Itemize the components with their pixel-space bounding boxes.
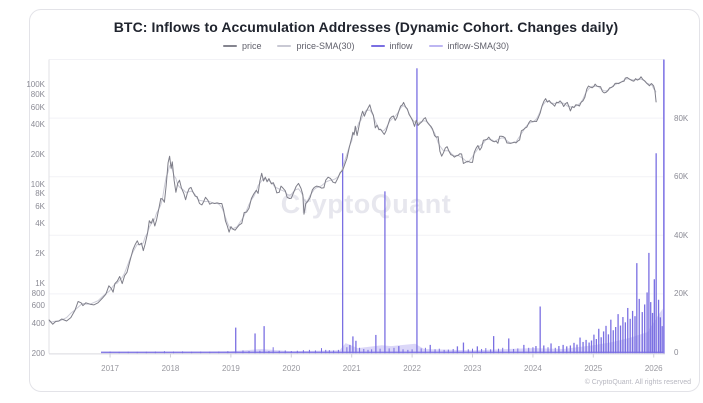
- legend-label: inflow: [389, 41, 413, 51]
- copyright-text: © CryptoQuant. All rights reserved: [584, 379, 691, 386]
- y-left-tick-600: 600: [31, 301, 45, 311]
- x-tick-2018: 2018: [161, 364, 180, 373]
- x-tick-2023: 2023: [463, 364, 482, 373]
- x-tick-2024: 2024: [524, 364, 542, 373]
- y-left-tick-6K: 6K: [35, 201, 45, 211]
- y-left-tick-10K: 10K: [30, 179, 45, 189]
- price-sma-line-dash-icon: [277, 45, 292, 47]
- y-right-tick-40K: 40K: [674, 230, 689, 240]
- cryptoquant-watermark: CryptoQuant: [280, 189, 452, 219]
- legend-item-inflow[interactable]: inflow: [370, 41, 413, 51]
- y-left-tick-800: 800: [31, 288, 45, 298]
- y-right-tick-0: 0: [674, 348, 679, 357]
- y-left-tick-100K: 100K: [26, 80, 45, 90]
- legend-label: inflow-SMA(30): [447, 41, 510, 51]
- chart-legend: price price-SMA(30) inflow inflow-SMA(30…: [30, 41, 702, 51]
- x-tick-2026: 2026: [644, 364, 663, 373]
- y-right-tick-60K: 60K: [674, 172, 689, 182]
- y-right-tick-80K: 80K: [674, 113, 689, 123]
- y-right-tick-20K: 20K: [674, 289, 689, 299]
- y-left-tick-2K: 2K: [35, 249, 45, 259]
- x-tick-2022: 2022: [403, 364, 421, 373]
- inflow-sma-line-dash-icon: [428, 45, 443, 47]
- y-left-tick-4K: 4K: [35, 219, 45, 229]
- legend-item-price-sma[interactable]: price-SMA(30): [277, 41, 355, 51]
- y-left-tick-400: 400: [31, 318, 45, 328]
- x-tick-2025: 2025: [584, 364, 603, 373]
- y-left-tick-60K: 60K: [30, 102, 45, 112]
- legend-label: price-SMA(30): [296, 41, 355, 51]
- chart-title: BTC: Inflows to Accumulation Addresses (…: [113, 19, 619, 35]
- y-left-tick-40K: 40K: [30, 120, 45, 129]
- x-tick-2021: 2021: [342, 364, 361, 373]
- chart-card: [29, 9, 700, 392]
- y-left-tick-1K: 1K: [35, 279, 45, 289]
- inflow-line-dash-icon: [370, 45, 385, 47]
- price-line-dash-icon: [222, 45, 237, 47]
- x-tick-2017: 2017: [101, 364, 119, 373]
- x-tick-2019: 2019: [221, 364, 240, 373]
- y-left-tick-20K: 20K: [30, 149, 45, 159]
- y-left-tick-200: 200: [31, 348, 45, 358]
- legend-label: price: [241, 41, 262, 51]
- y-left-tick-80K: 80K: [30, 90, 45, 100]
- legend-item-inflow-sma[interactable]: inflow-SMA(30): [428, 41, 510, 51]
- x-tick-2020: 2020: [282, 364, 301, 373]
- y-left-tick-8K: 8K: [35, 189, 45, 199]
- legend-item-price[interactable]: price: [222, 41, 262, 51]
